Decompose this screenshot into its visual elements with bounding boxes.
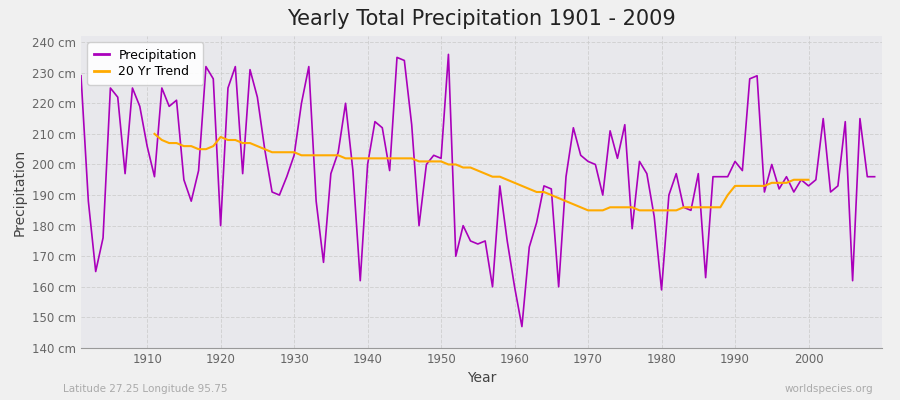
20 Yr Trend	[803, 177, 814, 182]
Precipitation	[612, 156, 623, 161]
Precipitation	[517, 324, 527, 329]
Text: Latitude 27.25 Longitude 95.75: Latitude 27.25 Longitude 95.75	[63, 384, 228, 394]
Precipitation	[443, 52, 454, 57]
20 Yr Trend	[582, 208, 593, 213]
Precipitation	[134, 104, 145, 109]
X-axis label: Year: Year	[467, 372, 496, 386]
Precipitation	[869, 174, 880, 179]
Precipitation	[296, 101, 307, 106]
Line: 20 Yr Trend: 20 Yr Trend	[155, 134, 808, 210]
20 Yr Trend	[700, 205, 711, 210]
20 Yr Trend	[612, 205, 623, 210]
Y-axis label: Precipitation: Precipitation	[13, 148, 27, 236]
20 Yr Trend	[347, 156, 358, 161]
Precipitation	[76, 73, 86, 78]
20 Yr Trend	[781, 180, 792, 185]
Precipitation	[509, 284, 520, 289]
Text: worldspecies.org: worldspecies.org	[785, 384, 873, 394]
20 Yr Trend	[238, 141, 248, 146]
Legend: Precipitation, 20 Yr Trend: Precipitation, 20 Yr Trend	[87, 42, 203, 84]
Precipitation	[340, 101, 351, 106]
Line: Precipitation: Precipitation	[81, 54, 875, 326]
Precipitation	[524, 245, 535, 250]
20 Yr Trend	[149, 132, 160, 136]
20 Yr Trend	[715, 205, 725, 210]
Title: Yearly Total Precipitation 1901 - 2009: Yearly Total Precipitation 1901 - 2009	[287, 9, 676, 29]
